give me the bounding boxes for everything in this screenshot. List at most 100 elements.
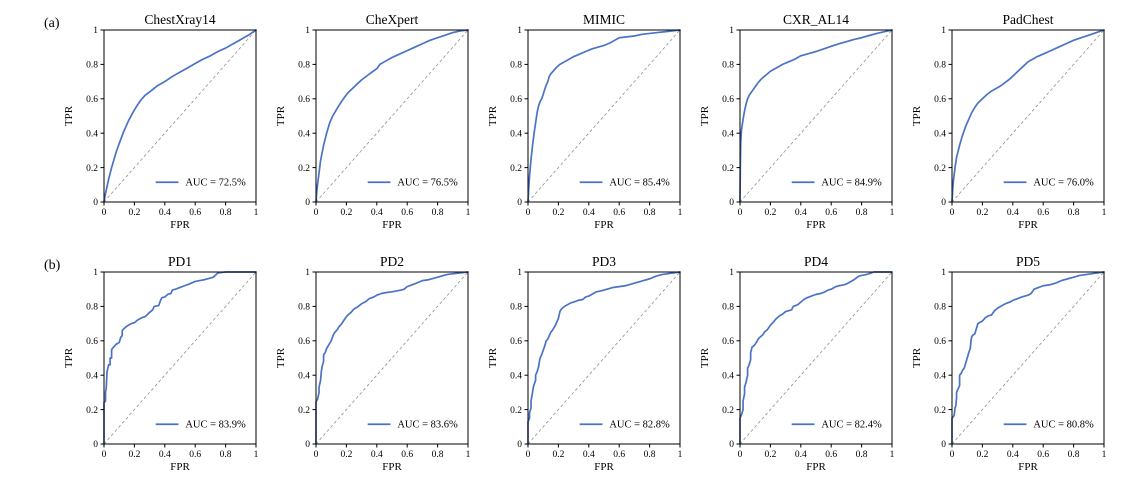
axes-box [739, 271, 893, 445]
y-tick-label: 0.6 [722, 95, 734, 105]
roc-chart-PD1: PD1 00 0.2 0.2 0.4 0.4 0.6 0.6 0.8 0.8 1 1 FPR TPR AUC… [63, 254, 259, 473]
x-tick-label: 0.2 [764, 450, 776, 460]
roc-chart-CXR_AL14: CXR_AL14 00 0.2 0.2 0.4 0.4 0.6 0.6 0.8 0.8 1 1 FPR T… [699, 12, 895, 231]
y-tick-label: 0.4 [722, 371, 734, 381]
y-tick-label: 0.6 [510, 337, 522, 347]
y-tick-label: 0.6 [934, 95, 946, 105]
roc-subplot-ChestXray14: ChestXray14 0 0 0.2 0.2 0.4 0.4 0.6 0.6 0.8 0.8 1 1 F… [52, 10, 264, 238]
y-tick-label: 0.2 [722, 164, 734, 174]
y-tick-label: 0.8 [298, 61, 310, 71]
roc-chart-CheXpert: CheXpert 00 0.2 0.2 0.4 0.4 0.6 0.6 0.8 0.8 1 1 FPR T… [275, 12, 471, 231]
x-tick-label: 0.6 [401, 208, 413, 218]
y-tick-label: 0.8 [298, 303, 310, 313]
chart-title: PD5 [1016, 254, 1040, 269]
legend-auc-label: AUC = 83.6% [397, 420, 458, 431]
legend-auc-label: AUC = 72.5% [185, 178, 246, 189]
x-tick-label: 0 [738, 208, 743, 218]
x-axis-label: FPR [382, 461, 402, 473]
x-axis-label: FPR [594, 219, 614, 231]
y-axis-label: TPR [487, 105, 499, 126]
diagonal-reference-line [739, 271, 893, 445]
y-tick-label: 0.8 [934, 303, 946, 313]
roc-curve [739, 29, 893, 203]
diagonal-reference-line [103, 271, 257, 445]
chart-title: CXR_AL14 [783, 12, 849, 27]
y-tick-label: 0 [305, 198, 310, 208]
axes-box [315, 271, 469, 445]
x-tick-label: 0.8 [432, 450, 444, 460]
panel-a: (a) ChestXray14 0 0 0.2 0.2 0.4 0.4 0.6 0.6 0.8 0.… [44, 10, 1112, 238]
y-tick-label: 0 [729, 440, 734, 450]
roc-subplot-PD1: PD1 0 0 0.2 0.2 0.4 0.4 0.6 0.6 0.8 0.8 1 1 FPR TPR AUC… [52, 252, 264, 480]
y-tick-label: 0.2 [86, 406, 98, 416]
roc-curve [103, 271, 257, 445]
x-tick-label: 0.6 [825, 450, 837, 460]
x-tick-label: 0.6 [1037, 208, 1049, 218]
roc-subplot-PD3: PD3 0 0 0.2 0.2 0.4 0.4 0.6 0.6 0.8 0.8 1 1 FPR TPR AUC… [476, 252, 688, 480]
x-tick-label: 0.4 [371, 450, 383, 460]
y-axis-label: TPR [275, 347, 287, 368]
x-tick-label: 0.2 [976, 450, 988, 460]
roc-chart-PD5: PD5 00 0.2 0.2 0.4 0.4 0.6 0.6 0.8 0.8 1 1 FPR TPR AUC… [911, 254, 1107, 473]
x-tick-label: 0.4 [1007, 450, 1019, 460]
x-tick-label: 0 [314, 208, 319, 218]
x-axis-label: FPR [806, 219, 826, 231]
x-tick-label: 1 [1102, 450, 1107, 460]
axes-box [951, 271, 1105, 445]
y-tick-label: 0.4 [510, 129, 522, 139]
diagonal-reference-line [739, 29, 893, 203]
y-tick-label: 0.2 [934, 406, 946, 416]
legend-auc-label: AUC = 82.4% [821, 420, 882, 431]
y-tick-label: 0.2 [722, 406, 734, 416]
chart-title: PD1 [168, 254, 192, 269]
y-tick-label: 0 [941, 440, 946, 450]
y-tick-label: 0.8 [934, 61, 946, 71]
roc-curve [951, 29, 1105, 203]
y-tick-label: 1 [517, 26, 522, 36]
x-axis-label: FPR [1018, 461, 1038, 473]
y-axis-label: TPR [699, 105, 711, 126]
x-tick-label: 0.2 [340, 450, 352, 460]
roc-subplot-PadChest: PadChest 0 0 0.2 0.2 0.4 0.4 0.6 0.6 0.8 0.8 1 1 FPR T… [900, 10, 1112, 238]
x-tick-label: 0 [526, 208, 531, 218]
roc-subplot-CheXpert: CheXpert 0 0 0.2 0.2 0.4 0.4 0.6 0.6 0.8 0.8 1 1 FPR T… [264, 10, 476, 238]
x-axis-label: FPR [806, 461, 826, 473]
y-tick-label: 1 [729, 26, 734, 36]
axes-box [103, 29, 257, 203]
y-tick-label: 0.6 [510, 95, 522, 105]
legend-auc-label: AUC = 80.8% [1033, 420, 1094, 431]
y-tick-label: 0.8 [510, 303, 522, 313]
x-axis-label: FPR [1018, 219, 1038, 231]
y-tick-label: 0.8 [510, 61, 522, 71]
x-tick-label: 0.6 [401, 450, 413, 460]
x-tick-label: 1 [1102, 208, 1107, 218]
x-tick-label: 0.2 [128, 450, 140, 460]
y-tick-label: 0.4 [510, 371, 522, 381]
x-axis-label: FPR [170, 219, 190, 231]
axes-box [739, 29, 893, 203]
x-tick-label: 1 [466, 450, 471, 460]
legend-auc-label: AUC = 76.5% [397, 178, 458, 189]
y-tick-label: 0.8 [722, 61, 734, 71]
y-tick-label: 0.2 [298, 406, 310, 416]
panel-b-charts: PD1 0 0 0.2 0.2 0.4 0.4 0.6 0.6 0.8 0.8 1 1 FPR TPR AUC… [52, 252, 1112, 480]
y-tick-label: 0.6 [86, 337, 98, 347]
roc-chart-ChestXray14: ChestXray14 00 0.2 0.2 0.4 0.4 0.6 0.6 0.8 0.8 1 1 F… [63, 12, 259, 231]
legend-auc-label: AUC = 85.4% [609, 178, 670, 189]
y-tick-label: 0.2 [510, 406, 522, 416]
y-tick-label: 0.6 [86, 95, 98, 105]
panel-b-label: (b) [44, 258, 61, 273]
axes-box [315, 29, 469, 203]
axes-box [103, 271, 257, 445]
x-axis-label: FPR [170, 461, 190, 473]
diagonal-reference-line [315, 29, 469, 203]
x-tick-label: 0.2 [764, 208, 776, 218]
roc-chart-MIMIC: MIMIC 00 0.2 0.2 0.4 0.4 0.6 0.6 0.8 0.8 1 1 FPR TPR A… [487, 12, 683, 231]
y-tick-label: 1 [305, 268, 310, 278]
panel-b: (b) PD1 0 0 0.2 0.2 0.4 0.4 0.6 0.6 0.8 0.8 1 1 FPR TP… [0, 244, 1140, 488]
x-tick-label: 0.6 [825, 208, 837, 218]
x-axis-label: FPR [382, 219, 402, 231]
x-tick-label: 1 [890, 450, 895, 460]
x-tick-label: 0.2 [552, 450, 564, 460]
